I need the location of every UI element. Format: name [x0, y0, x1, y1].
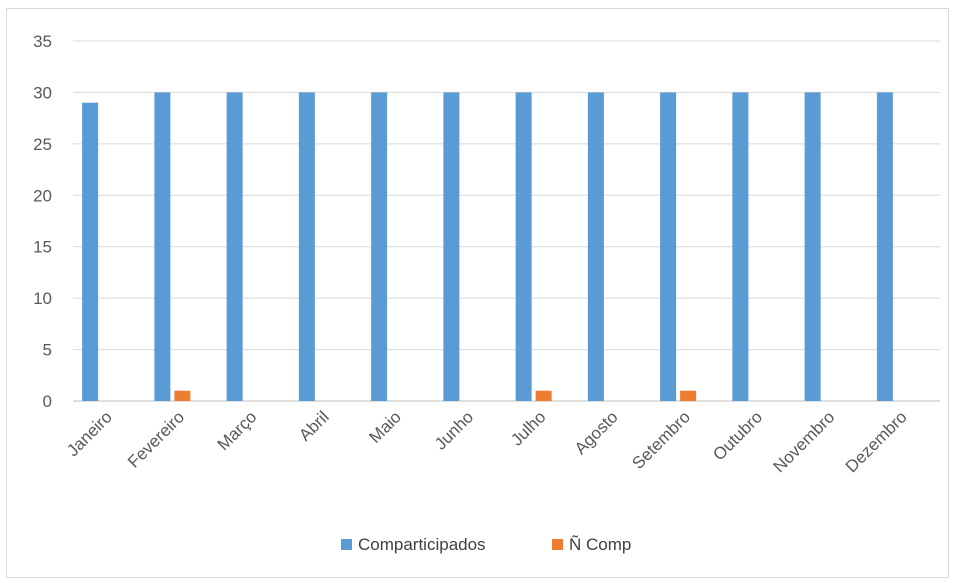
x-tick-label: Outubro — [709, 407, 766, 464]
y-axis-ticks: 0 5 10 15 20 25 30 35 — [33, 32, 52, 411]
x-tick-label: Julho — [507, 407, 549, 449]
x-tick-label: Abril — [295, 407, 332, 444]
x-tick-label: Agosto — [571, 407, 622, 458]
legend-swatch — [552, 539, 563, 550]
bar-comparticipados-6 — [515, 92, 532, 401]
bar-comparticipados-0 — [82, 102, 99, 401]
x-tick-label: Janeiro — [63, 407, 116, 460]
x-tick-label: Setembro — [628, 407, 694, 473]
x-tick-label: Dezembro — [842, 407, 911, 476]
y-tick-label: 0 — [43, 392, 52, 411]
y-tick-label: 20 — [33, 186, 52, 205]
x-tick-label: Junho — [431, 407, 477, 453]
x-tick-label: Março — [214, 407, 261, 454]
bar-comparticipados-11 — [876, 92, 893, 401]
legend-swatch — [341, 539, 352, 550]
bar-comparticipados-10 — [804, 92, 821, 401]
bar-comparticipados-7 — [587, 92, 604, 401]
bar-n-comp-1 — [174, 390, 191, 401]
x-tick-label: Fevereiro — [124, 407, 188, 471]
x-tick-label: Novembro — [770, 407, 839, 476]
bar-comparticipados-5 — [443, 92, 460, 401]
legend-label: Comparticipados — [358, 535, 486, 554]
bars — [82, 92, 893, 401]
y-tick-label: 10 — [33, 289, 52, 308]
legend: Comparticipados Ñ Comp — [341, 535, 631, 554]
gridlines — [73, 40, 940, 402]
bar-comparticipados-9 — [732, 92, 749, 401]
x-axis-ticks: Janeiro Fevereiro Março Abril Maio Junho Julho… — [63, 407, 911, 476]
y-tick-label: 15 — [33, 238, 52, 257]
y-tick-label: 30 — [33, 83, 52, 102]
y-tick-label: 5 — [43, 341, 52, 360]
legend-label: Ñ Comp — [569, 535, 631, 554]
bar-comparticipados-2 — [226, 92, 243, 401]
bar-comparticipados-3 — [298, 92, 315, 401]
bar-n-comp-8 — [680, 390, 697, 401]
x-tick-label: Maio — [365, 407, 404, 446]
bar-n-comp-6 — [535, 390, 552, 401]
y-tick-label: 35 — [33, 32, 52, 51]
bar-comparticipados-1 — [154, 92, 171, 401]
bar-comparticipados-4 — [371, 92, 388, 401]
y-tick-label: 25 — [33, 135, 52, 154]
bar-comparticipados-8 — [660, 92, 677, 401]
